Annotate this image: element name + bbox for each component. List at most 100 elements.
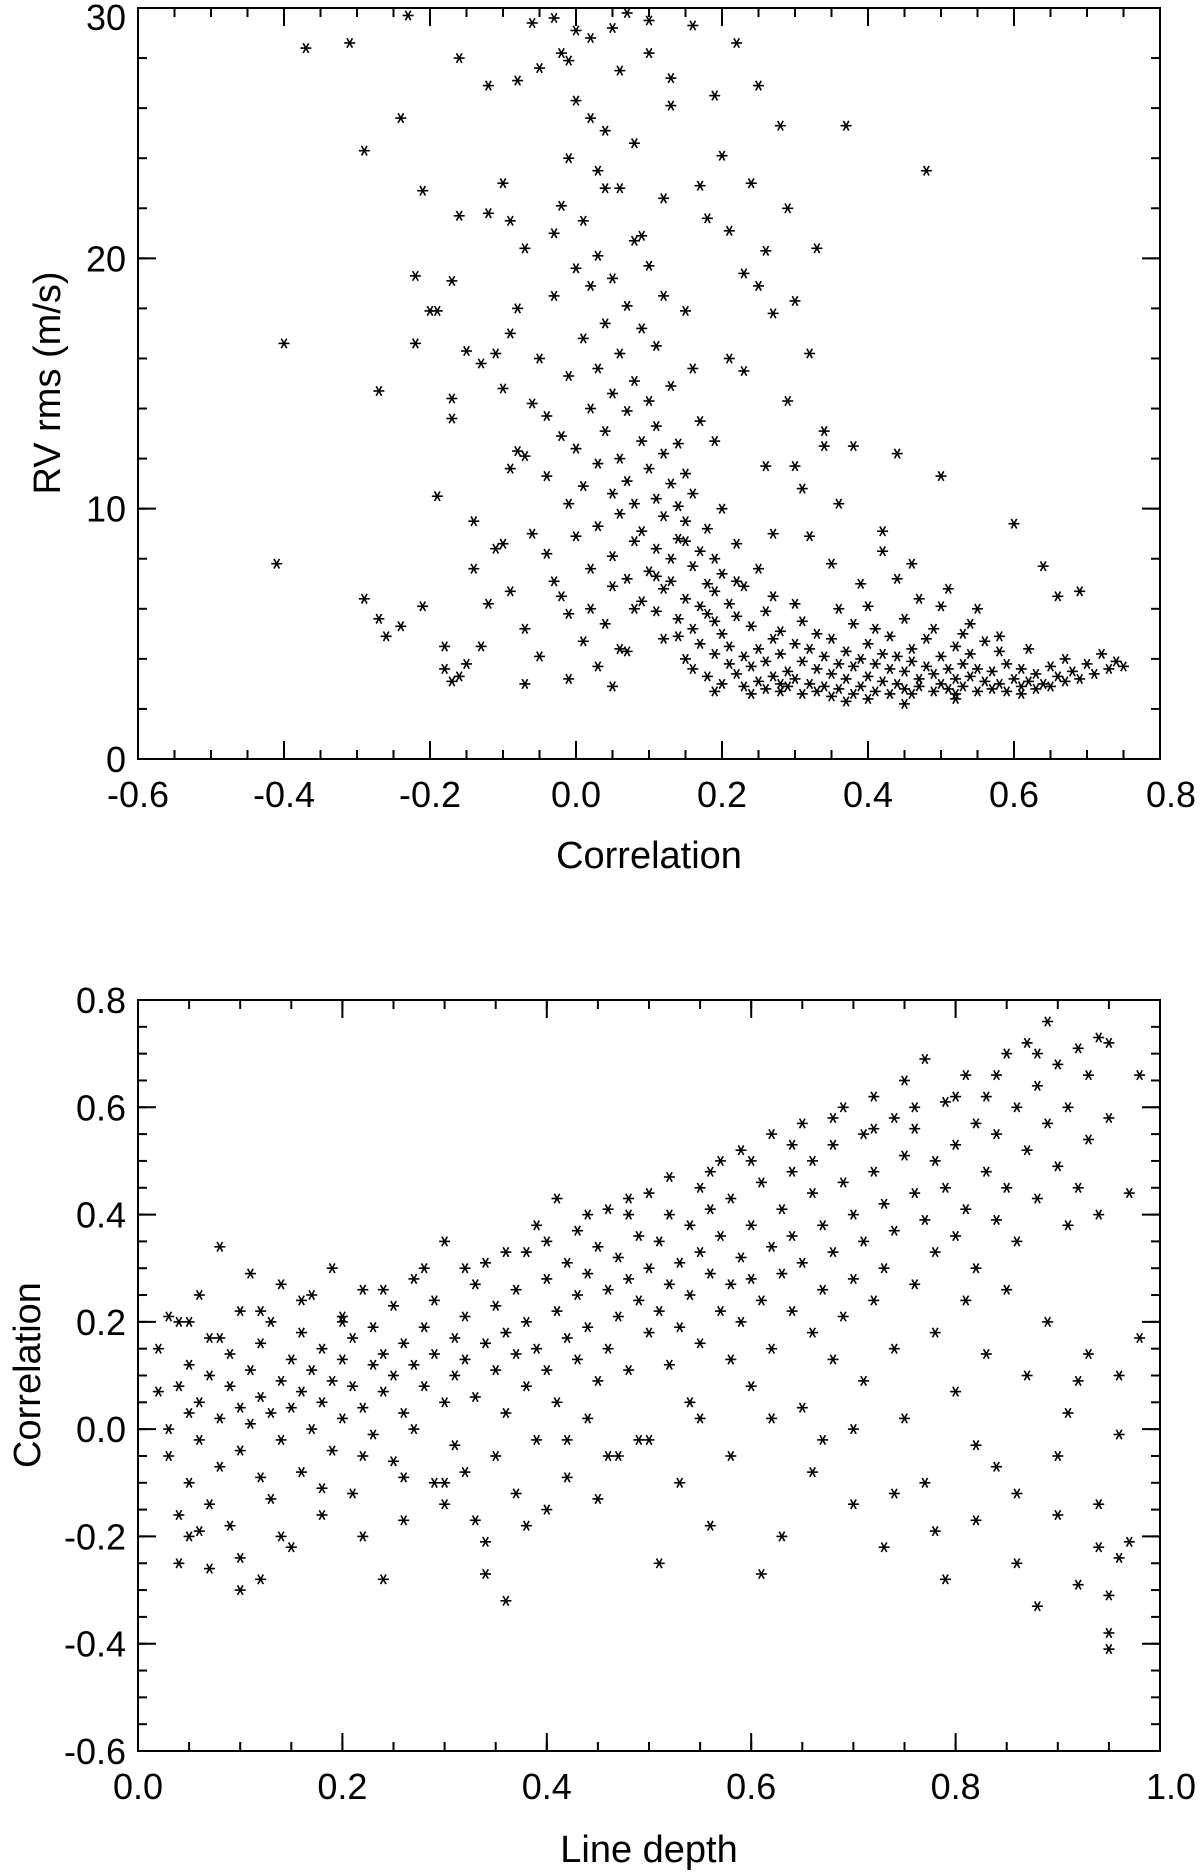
data-point [612,1252,624,1263]
data-point [504,586,516,597]
data-point [899,698,910,710]
data-point [561,1472,573,1483]
data-point [214,1332,226,1344]
data-point [817,1434,829,1446]
plot-frame-top [137,7,1161,760]
data-point [753,563,764,574]
data-point [607,551,618,562]
data-point [306,1289,318,1301]
data-point [285,1402,297,1413]
data-point [1103,1643,1115,1655]
data-point [585,32,597,44]
data-point [643,395,655,407]
data-point [204,1370,215,1381]
data-point [1052,1059,1064,1070]
data-point [1001,686,1013,697]
data-point [980,1091,992,1102]
data-point [701,608,713,619]
data-point [826,633,837,644]
data-point [555,430,567,442]
data-point [519,243,531,254]
data-point [899,1150,910,1161]
data-point [541,1504,553,1515]
data-point [570,443,582,454]
data-point [512,445,524,457]
y-tick-labels-bottom: -0.6 -0.4 -0.2 0.0 0.2 0.4 0.6 0.8 [64,980,126,1772]
data-point [807,1466,818,1478]
data-point [811,663,823,675]
data-point [687,623,699,634]
data-point [847,661,859,672]
data-point [1072,1375,1084,1387]
x-tick-label: 0.0 [551,774,601,815]
data-point [709,686,721,697]
data-point [1093,1499,1105,1510]
data-point [614,348,626,359]
data-point [789,598,801,609]
data-point [878,1542,890,1553]
data-point [614,183,626,194]
data-point [636,435,648,447]
data-point [840,673,852,685]
data-point [782,666,794,677]
data-point [504,215,516,226]
scatter-points-bottom [152,1016,1146,1655]
data-point [899,683,910,695]
x-tick-label: 0.2 [697,774,747,815]
data-point [398,1472,410,1483]
data-point [858,1236,870,1247]
data-point [837,1311,849,1322]
data-point [1031,1601,1043,1612]
data-point [482,80,494,91]
x-tick-label: 0.2 [317,1766,367,1807]
data-point [704,1204,716,1215]
x-tick-label: 1.0 [1146,1766,1196,1807]
data-point [592,521,604,532]
data-point [891,651,903,662]
data-point [766,1128,778,1140]
data-point [687,20,699,31]
data-point [1123,1187,1135,1199]
data-point [755,1177,767,1188]
data-point [469,1279,481,1290]
y-axis-title-top: RV rms (m/s) [27,271,69,494]
data-point [628,498,640,509]
data-point [950,1091,962,1102]
data-point [877,526,889,537]
data-point [582,1413,594,1424]
data-point [643,1187,655,1199]
data-point [858,1128,870,1140]
data-point [643,1327,655,1338]
data-point [628,138,640,149]
data-point [928,686,940,697]
data-point [709,586,721,597]
data-point [500,1246,512,1258]
data-point [674,1322,686,1333]
data-point [935,470,947,482]
data-point [1110,656,1122,667]
data-point [796,1118,808,1129]
data-point [950,1139,962,1150]
data-point [701,213,713,224]
data-point [1066,666,1078,677]
data-point [979,636,991,647]
x-tick-label: -0.4 [253,774,315,815]
data-point [563,153,575,164]
data-point [519,678,531,690]
data-point [1008,673,1020,685]
data-point [868,1166,880,1177]
data-point [561,1257,573,1268]
data-point [520,1246,532,1258]
data-point [658,193,670,204]
data-point [408,1273,420,1285]
y-tick-label: -0.2 [64,1516,126,1557]
data-point [408,1423,420,1435]
data-point [704,1520,716,1531]
data-point [402,10,414,21]
data-point [964,648,976,660]
data-point [796,1402,808,1413]
data-point [193,1397,205,1408]
data-point [745,178,757,189]
data-point [636,596,648,607]
data-point [623,1364,635,1376]
